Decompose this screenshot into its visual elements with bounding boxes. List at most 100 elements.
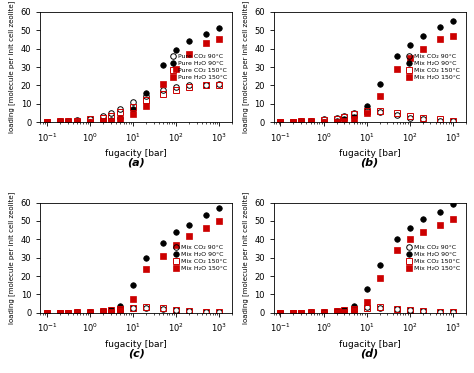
Mix H₂O 90°C [407,226,412,231]
Pure H₂O 90°C [173,48,179,53]
Mix CO₂ 90°C [377,110,383,115]
Mix H₂O 90°C [173,230,179,234]
Mix H₂O 150°C [420,230,426,234]
Mix H₂O 90°C [341,117,347,122]
Pure H₂O 150°C [44,120,50,124]
Mix H₂O 90°C [334,309,339,314]
Line: Pure H₂O 90°C: Pure H₂O 90°C [44,26,222,125]
Pure H₂O 150°C [160,81,166,86]
Pure CO₂ 90°C [216,81,222,86]
Mix CO₂ 90°C [351,111,356,115]
Pure CO₂ 90°C [108,111,113,115]
Mix CO₂ 150°C [407,113,412,118]
Mix CO₂ 90°C [100,308,106,313]
Mix H₂O 150°C [143,266,149,271]
Mix H₂O 150°C [308,120,313,124]
Mix H₂O 90°C [420,34,426,38]
Mix H₂O 150°C [278,311,283,315]
Mix H₂O 150°C [364,111,369,115]
Legend: Mix CO₂ 90°C, Mix H₂O 90°C, Mix CO₂ 150°C, Mix H₂O 150°C: Mix CO₂ 90°C, Mix H₂O 90°C, Mix CO₂ 150°… [405,52,463,82]
Pure CO₂ 90°C [117,107,123,112]
Pure H₂O 150°C [108,119,113,123]
Pure H₂O 150°C [87,120,93,124]
Mix CO₂ 90°C [450,310,456,314]
Mix H₂O 150°C [450,34,456,38]
Mix CO₂ 150°C [117,307,123,311]
Mix H₂O 90°C [377,81,383,86]
Mix H₂O 150°C [377,94,383,99]
Mix H₂O 150°C [394,67,400,71]
Mix H₂O 150°C [203,226,209,231]
Line: Mix CO₂ 150°C: Mix CO₂ 150°C [278,109,456,125]
Pure H₂O 150°C [186,52,192,56]
Mix CO₂ 90°C [278,120,283,124]
Mix H₂O 90°C [278,311,283,315]
Mix CO₂ 150°C [278,120,283,124]
Mix CO₂ 90°C [334,115,339,120]
Pure H₂O 90°C [117,115,123,120]
Mix H₂O 90°C [160,241,166,245]
Mix CO₂ 90°C [117,306,123,311]
Mix CO₂ 150°C [74,310,80,315]
Pure CO₂ 150°C [100,115,106,120]
Mix H₂O 150°C [341,310,347,314]
Mix CO₂ 150°C [341,115,347,119]
Mix CO₂ 150°C [308,119,313,123]
Mix CO₂ 90°C [216,310,222,314]
X-axis label: fugacity [bar]: fugacity [bar] [105,149,167,158]
Pure CO₂ 90°C [87,116,93,121]
Pure H₂O 90°C [57,120,63,124]
Pure CO₂ 150°C [160,91,166,96]
Mix CO₂ 150°C [291,119,296,124]
Pure H₂O 150°C [173,67,179,71]
Mix H₂O 90°C [298,310,304,315]
Pure H₂O 90°C [216,26,222,31]
Mix H₂O 150°C [291,120,296,124]
Pure H₂O 90°C [203,32,209,36]
Mix CO₂ 90°C [437,119,443,123]
Mix CO₂ 150°C [394,307,400,311]
Mix CO₂ 90°C [341,307,347,312]
Mix CO₂ 150°C [87,310,93,314]
Mix H₂O 150°C [341,119,347,123]
Mix H₂O 90°C [364,103,369,108]
Mix H₂O 90°C [308,120,313,124]
Mix H₂O 150°C [420,46,426,51]
Pure CO₂ 90°C [143,93,149,98]
Mix H₂O 90°C [186,222,192,227]
Pure CO₂ 150°C [74,118,80,123]
Mix H₂O 150°C [351,308,356,312]
Mix CO₂ 90°C [160,307,166,311]
Pure CO₂ 90°C [130,100,136,104]
Line: Mix H₂O 150°C: Mix H₂O 150°C [278,33,456,125]
Mix CO₂ 150°C [64,310,70,315]
Text: (d): (d) [361,348,379,358]
Mix H₂O 150°C [334,310,339,314]
Line: Mix CO₂ 150°C: Mix CO₂ 150°C [278,305,456,316]
Pure CO₂ 90°C [186,83,192,88]
Pure CO₂ 150°C [64,119,70,123]
Pure H₂O 150°C [64,120,70,124]
Mix H₂O 90°C [291,311,296,315]
Mix H₂O 90°C [321,119,327,124]
Pure H₂O 150°C [143,103,149,108]
Line: Mix CO₂ 90°C: Mix CO₂ 90°C [278,305,456,316]
Mix H₂O 150°C [334,119,339,124]
Line: Mix H₂O 90°C: Mix H₂O 90°C [278,18,456,125]
Mix H₂O 150°C [173,242,179,247]
Line: Mix CO₂ 90°C: Mix CO₂ 90°C [44,305,222,316]
Pure CO₂ 150°C [143,98,149,102]
Mix CO₂ 150°C [351,307,356,311]
Mix CO₂ 150°C [108,308,113,313]
Mix H₂O 90°C [450,19,456,23]
Mix H₂O 90°C [364,287,369,291]
Mix CO₂ 150°C [298,119,304,124]
Mix CO₂ 150°C [57,310,63,315]
Pure CO₂ 150°C [57,119,63,124]
Mix H₂O 150°C [437,37,443,42]
Mix H₂O 90°C [130,283,136,288]
Mix H₂O 90°C [334,119,339,123]
Mix CO₂ 90°C [298,119,304,123]
Pure H₂O 90°C [74,120,80,124]
Mix CO₂ 90°C [437,309,443,314]
